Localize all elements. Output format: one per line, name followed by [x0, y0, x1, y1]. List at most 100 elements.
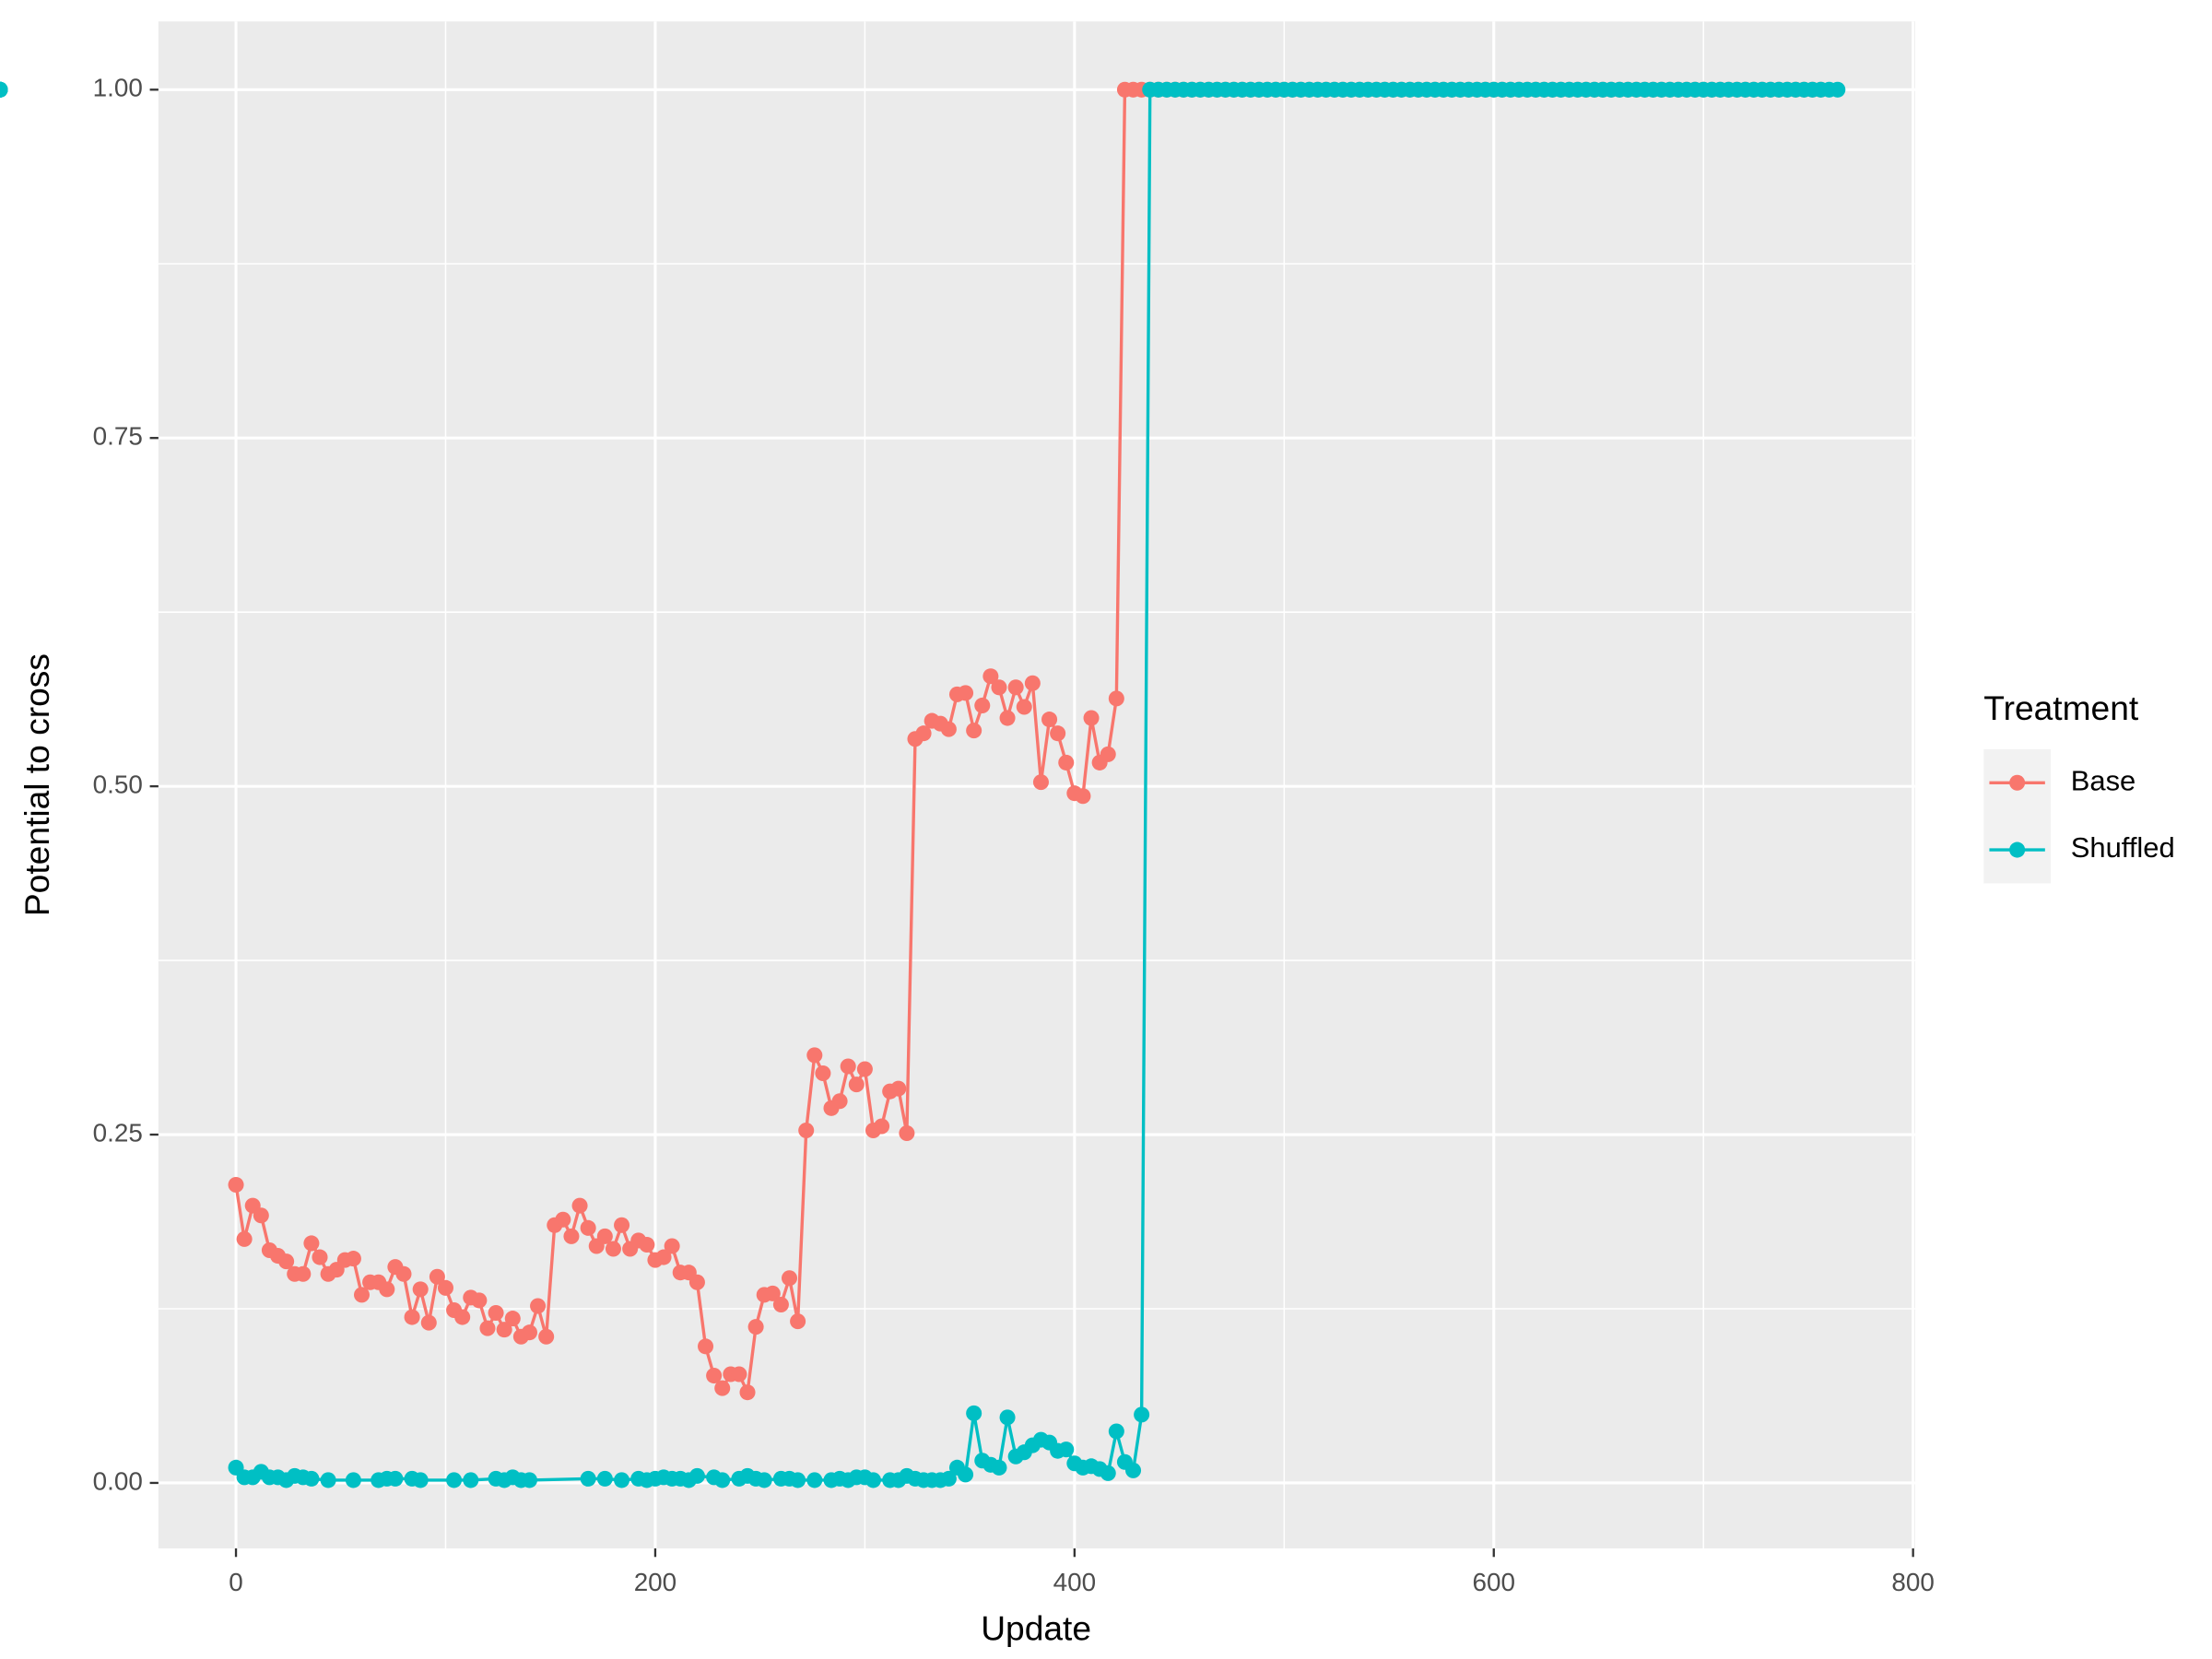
point: [706, 1368, 723, 1384]
point: [563, 1228, 580, 1244]
point: [429, 1268, 445, 1285]
legend-key-background: [1983, 748, 2052, 884]
point: [454, 1309, 471, 1325]
point: [1108, 1423, 1124, 1440]
point: [874, 1118, 890, 1135]
legend-key-point: [2009, 841, 2026, 858]
point: [446, 1472, 463, 1488]
point: [806, 1047, 823, 1064]
point: [940, 721, 957, 737]
point: [999, 710, 1016, 726]
point: [387, 1470, 404, 1487]
point: [848, 1077, 865, 1093]
point: [1125, 1462, 1142, 1478]
point: [714, 1472, 731, 1488]
point: [655, 1249, 672, 1265]
point: [605, 1241, 621, 1257]
point: [463, 1472, 479, 1488]
point: [404, 1309, 420, 1325]
point: [764, 1285, 781, 1301]
point: [395, 1265, 412, 1282]
point: [806, 1472, 823, 1488]
point: [974, 697, 991, 713]
point: [781, 1270, 798, 1287]
point: [890, 1080, 907, 1097]
legend: Treatment Base Shuffled: [1983, 688, 2175, 884]
point: [1100, 1465, 1116, 1481]
point: [966, 1405, 982, 1421]
point: [303, 1470, 320, 1487]
point: [614, 1472, 630, 1488]
point: [790, 1472, 806, 1488]
point: [345, 1472, 361, 1488]
x-tick-label: 600: [1473, 1568, 1515, 1596]
point: [688, 1467, 705, 1484]
point: [999, 1409, 1016, 1426]
y-tick-label: 0.50: [93, 770, 143, 798]
point: [1830, 81, 1846, 98]
point: [1058, 754, 1075, 771]
point: [915, 725, 932, 742]
point: [496, 1322, 512, 1338]
x-tick-label: 0: [229, 1568, 243, 1596]
point: [982, 668, 999, 685]
point: [471, 1292, 488, 1309]
point: [747, 1319, 764, 1335]
point: [320, 1472, 336, 1488]
point: [831, 1093, 848, 1110]
legend-label: Shuffled: [2071, 831, 2175, 864]
point: [479, 1320, 496, 1336]
point: [1058, 1441, 1075, 1458]
legend-title: Treatment: [1983, 688, 2139, 727]
point: [253, 1207, 269, 1224]
point: [1007, 679, 1024, 696]
point: [966, 723, 982, 739]
point: [798, 1122, 815, 1139]
point: [815, 1065, 831, 1082]
point: [1075, 788, 1091, 805]
point: [580, 1470, 596, 1487]
point: [991, 1459, 1007, 1476]
x-axis-title: Update: [981, 1609, 1091, 1648]
point: [580, 1219, 596, 1236]
point: [303, 1235, 320, 1252]
point: [958, 685, 974, 701]
point: [790, 1313, 806, 1330]
point: [530, 1298, 547, 1314]
point: [1100, 746, 1116, 762]
point: [412, 1472, 429, 1488]
x-tick-label: 800: [1891, 1568, 1934, 1596]
point: [236, 1230, 253, 1247]
point: [379, 1281, 395, 1298]
point: [639, 1236, 655, 1253]
point: [596, 1228, 613, 1244]
point: [278, 1253, 295, 1270]
point: [958, 1466, 974, 1483]
point: [739, 1384, 756, 1401]
point: [664, 1238, 680, 1254]
y-tick-label: 1.00: [93, 74, 143, 102]
point: [991, 679, 1007, 696]
point: [521, 1472, 537, 1488]
point: [521, 1324, 537, 1341]
point: [1041, 712, 1058, 728]
point: [295, 1265, 312, 1282]
y-axis-title: Potential to cross: [18, 653, 56, 916]
point: [772, 1296, 789, 1312]
point: [899, 1125, 915, 1142]
point: [698, 1338, 714, 1355]
point: [1134, 1406, 1150, 1423]
point: [555, 1211, 571, 1228]
y-tick-label: 0.00: [93, 1466, 143, 1495]
legend-label: Base: [2071, 764, 2136, 796]
point: [0, 81, 8, 98]
point: [437, 1279, 453, 1296]
point: [596, 1470, 613, 1487]
point: [488, 1305, 504, 1322]
point: [1108, 690, 1124, 707]
point: [856, 1061, 873, 1077]
point: [1083, 710, 1100, 726]
point: [312, 1249, 328, 1265]
point: [571, 1197, 588, 1214]
